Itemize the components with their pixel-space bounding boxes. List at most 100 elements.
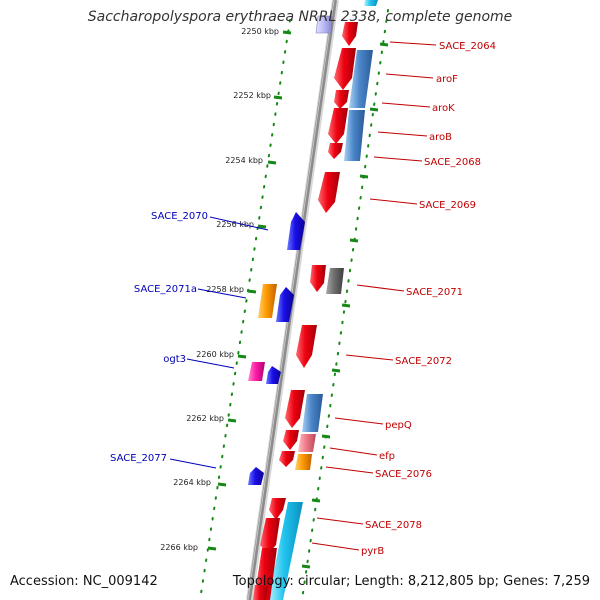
leader-SACE_2068 [373,156,423,162]
leader-SACE_2077 [169,458,217,469]
gene-label-SACE_2072[interactable]: SACE_2072 [395,356,452,367]
kbp-tick [227,418,237,423]
kbp-tick [359,174,369,179]
accession-label: Accession: NC_009142 [10,574,158,589]
topology-info: Topology: circular; Length: 8,212,805 bp… [232,574,590,589]
gene-feature-aroB[interactable] [328,108,348,144]
gene-label-SACE_2076[interactable]: SACE_2076 [375,469,432,480]
gene-feature-SACE_2069[interactable] [318,172,340,213]
gene-label-aroF[interactable]: aroF [436,74,458,85]
gene-feature-efp[interactable] [283,430,299,450]
gene-label-aroB[interactable]: aroB [429,132,452,143]
reverse-strand-features [248,15,333,485]
kbp-label: 2254 kbp [225,156,263,165]
map-title: Saccharopolyspora erythraea NRRL 2338, c… [87,9,513,25]
gene-labels-forward: SACE_2064 aroF aroK aroB SACE_2068 SACE_… [361,41,496,557]
kbp-tick [273,95,283,100]
gene-label-aroK[interactable]: aroK [432,103,455,114]
gene-feature-SACE_2070[interactable] [287,212,305,250]
leader-SACE_2071 [356,284,405,292]
gene-feature-SACE_2072[interactable] [296,325,317,368]
kbp-tick [379,42,389,47]
leader-SACE_2071a [197,288,247,299]
kbp-tick [282,30,292,35]
gene-feature-aroK[interactable] [334,90,349,109]
label-leaders-forward [311,41,437,551]
kbp-label: 2250 kbp [241,27,279,36]
leader-aroB [377,131,428,137]
gene-feature-aroF[interactable] [334,48,356,90]
gene-feature-pyrB[interactable] [260,518,280,554]
gene-feature-SACE_2077[interactable] [248,467,264,485]
gene-label-SACE_2068[interactable]: SACE_2068 [424,157,481,168]
kbp-ticks-left [207,30,292,551]
kbp-tick [341,303,351,308]
leader-ogt3 [186,358,235,369]
kbp-tick [247,289,257,294]
gene-label-pepQ[interactable]: pepQ [385,420,412,431]
kbp-tick [207,546,217,551]
gene-feature-SACE_2078[interactable] [269,498,286,520]
leader-pyrB [311,542,360,551]
leader-SACE_2069 [369,198,418,205]
gene-label-SACE_2071[interactable]: SACE_2071 [406,287,463,298]
kbp-tick [301,564,311,569]
kbp-tick [267,160,277,165]
kbp-tick [237,354,247,359]
gene-feature-SACE_2078-cyan[interactable] [268,502,303,600]
kbp-label: 2256 kbp [216,220,254,229]
gene-label-efp[interactable]: efp [379,451,395,462]
gene-feature-SACE_2071-gray[interactable] [326,268,344,294]
kbp-tick [217,482,227,487]
kbp-label: 2262 kbp [186,414,224,423]
kbp-tick [311,498,321,503]
gene-feature-pepQ-blue[interactable] [302,394,323,432]
gene-feature-top-cyan[interactable] [364,0,378,6]
gene-feature-SACE_2071[interactable] [310,265,326,292]
kbp-label: 2252 kbp [233,91,271,100]
leader-pepQ [334,417,384,425]
gene-feature-lavender[interactable] [315,15,333,34]
gene-feature-SACE_2064[interactable] [342,22,358,46]
leader-SACE_2072 [345,354,394,361]
leader-SACE_2076 [325,466,374,474]
gene-feature-ogt3-magenta[interactable] [248,362,265,381]
kbp-tick [257,224,267,229]
gene-feature-SACE_2071a-orange[interactable] [258,284,277,318]
leader-SACE_2070 [209,216,269,231]
gene-feature-SACE_2076[interactable] [279,451,295,467]
gene-label-SACE_2078[interactable]: SACE_2078 [365,520,422,531]
gene-feature-bottom-red-2[interactable] [253,585,268,600]
kbp-label: 2266 kbp [160,543,198,552]
gene-label-SACE_2070[interactable]: SACE_2070 [151,211,208,222]
gene-feature-aroF-blue[interactable] [349,50,373,108]
gene-feature-SACE_2068[interactable] [328,143,343,159]
kbp-tick [321,434,331,439]
gene-feature-ogt3[interactable] [266,366,281,384]
kbp-tick [331,368,341,373]
gene-label-SACE_2077[interactable]: SACE_2077 [110,453,167,464]
kbp-tick [349,238,359,243]
gene-label-SACE_2064[interactable]: SACE_2064 [439,41,496,52]
gene-label-SACE_2071a[interactable]: SACE_2071a [134,284,197,295]
gene-label-ogt3[interactable]: ogt3 [163,354,186,365]
gene-feature-SACE_2071a[interactable] [276,287,294,322]
gene-label-SACE_2069[interactable]: SACE_2069 [419,200,476,211]
leader-SACE_2078 [316,517,364,525]
gene-feature-efp-pink[interactable] [298,434,316,452]
leader-SACE_2064 [389,41,437,46]
leader-aroK [381,102,431,108]
gene-label-pyrB[interactable]: pyrB [361,546,384,557]
kbp-label: 2260 kbp [196,350,234,359]
kbp-label: 2264 kbp [173,478,211,487]
gene-feature-pepQ[interactable] [285,390,305,428]
leader-efp [329,447,378,456]
kbp-labels: 2250 kbp 2252 kbp 2254 kbp 2256 kbp 2258… [160,27,279,552]
gene-feature-SACE_2068-blue[interactable] [344,110,365,161]
gene-feature-SACE_2076-orange[interactable] [295,454,312,470]
gene-labels-reverse: SACE_2070 SACE_2071a ogt3 SACE_2077 [110,211,208,464]
kbp-label: 2258 kbp [206,285,244,294]
forward-strand-features [253,0,378,600]
